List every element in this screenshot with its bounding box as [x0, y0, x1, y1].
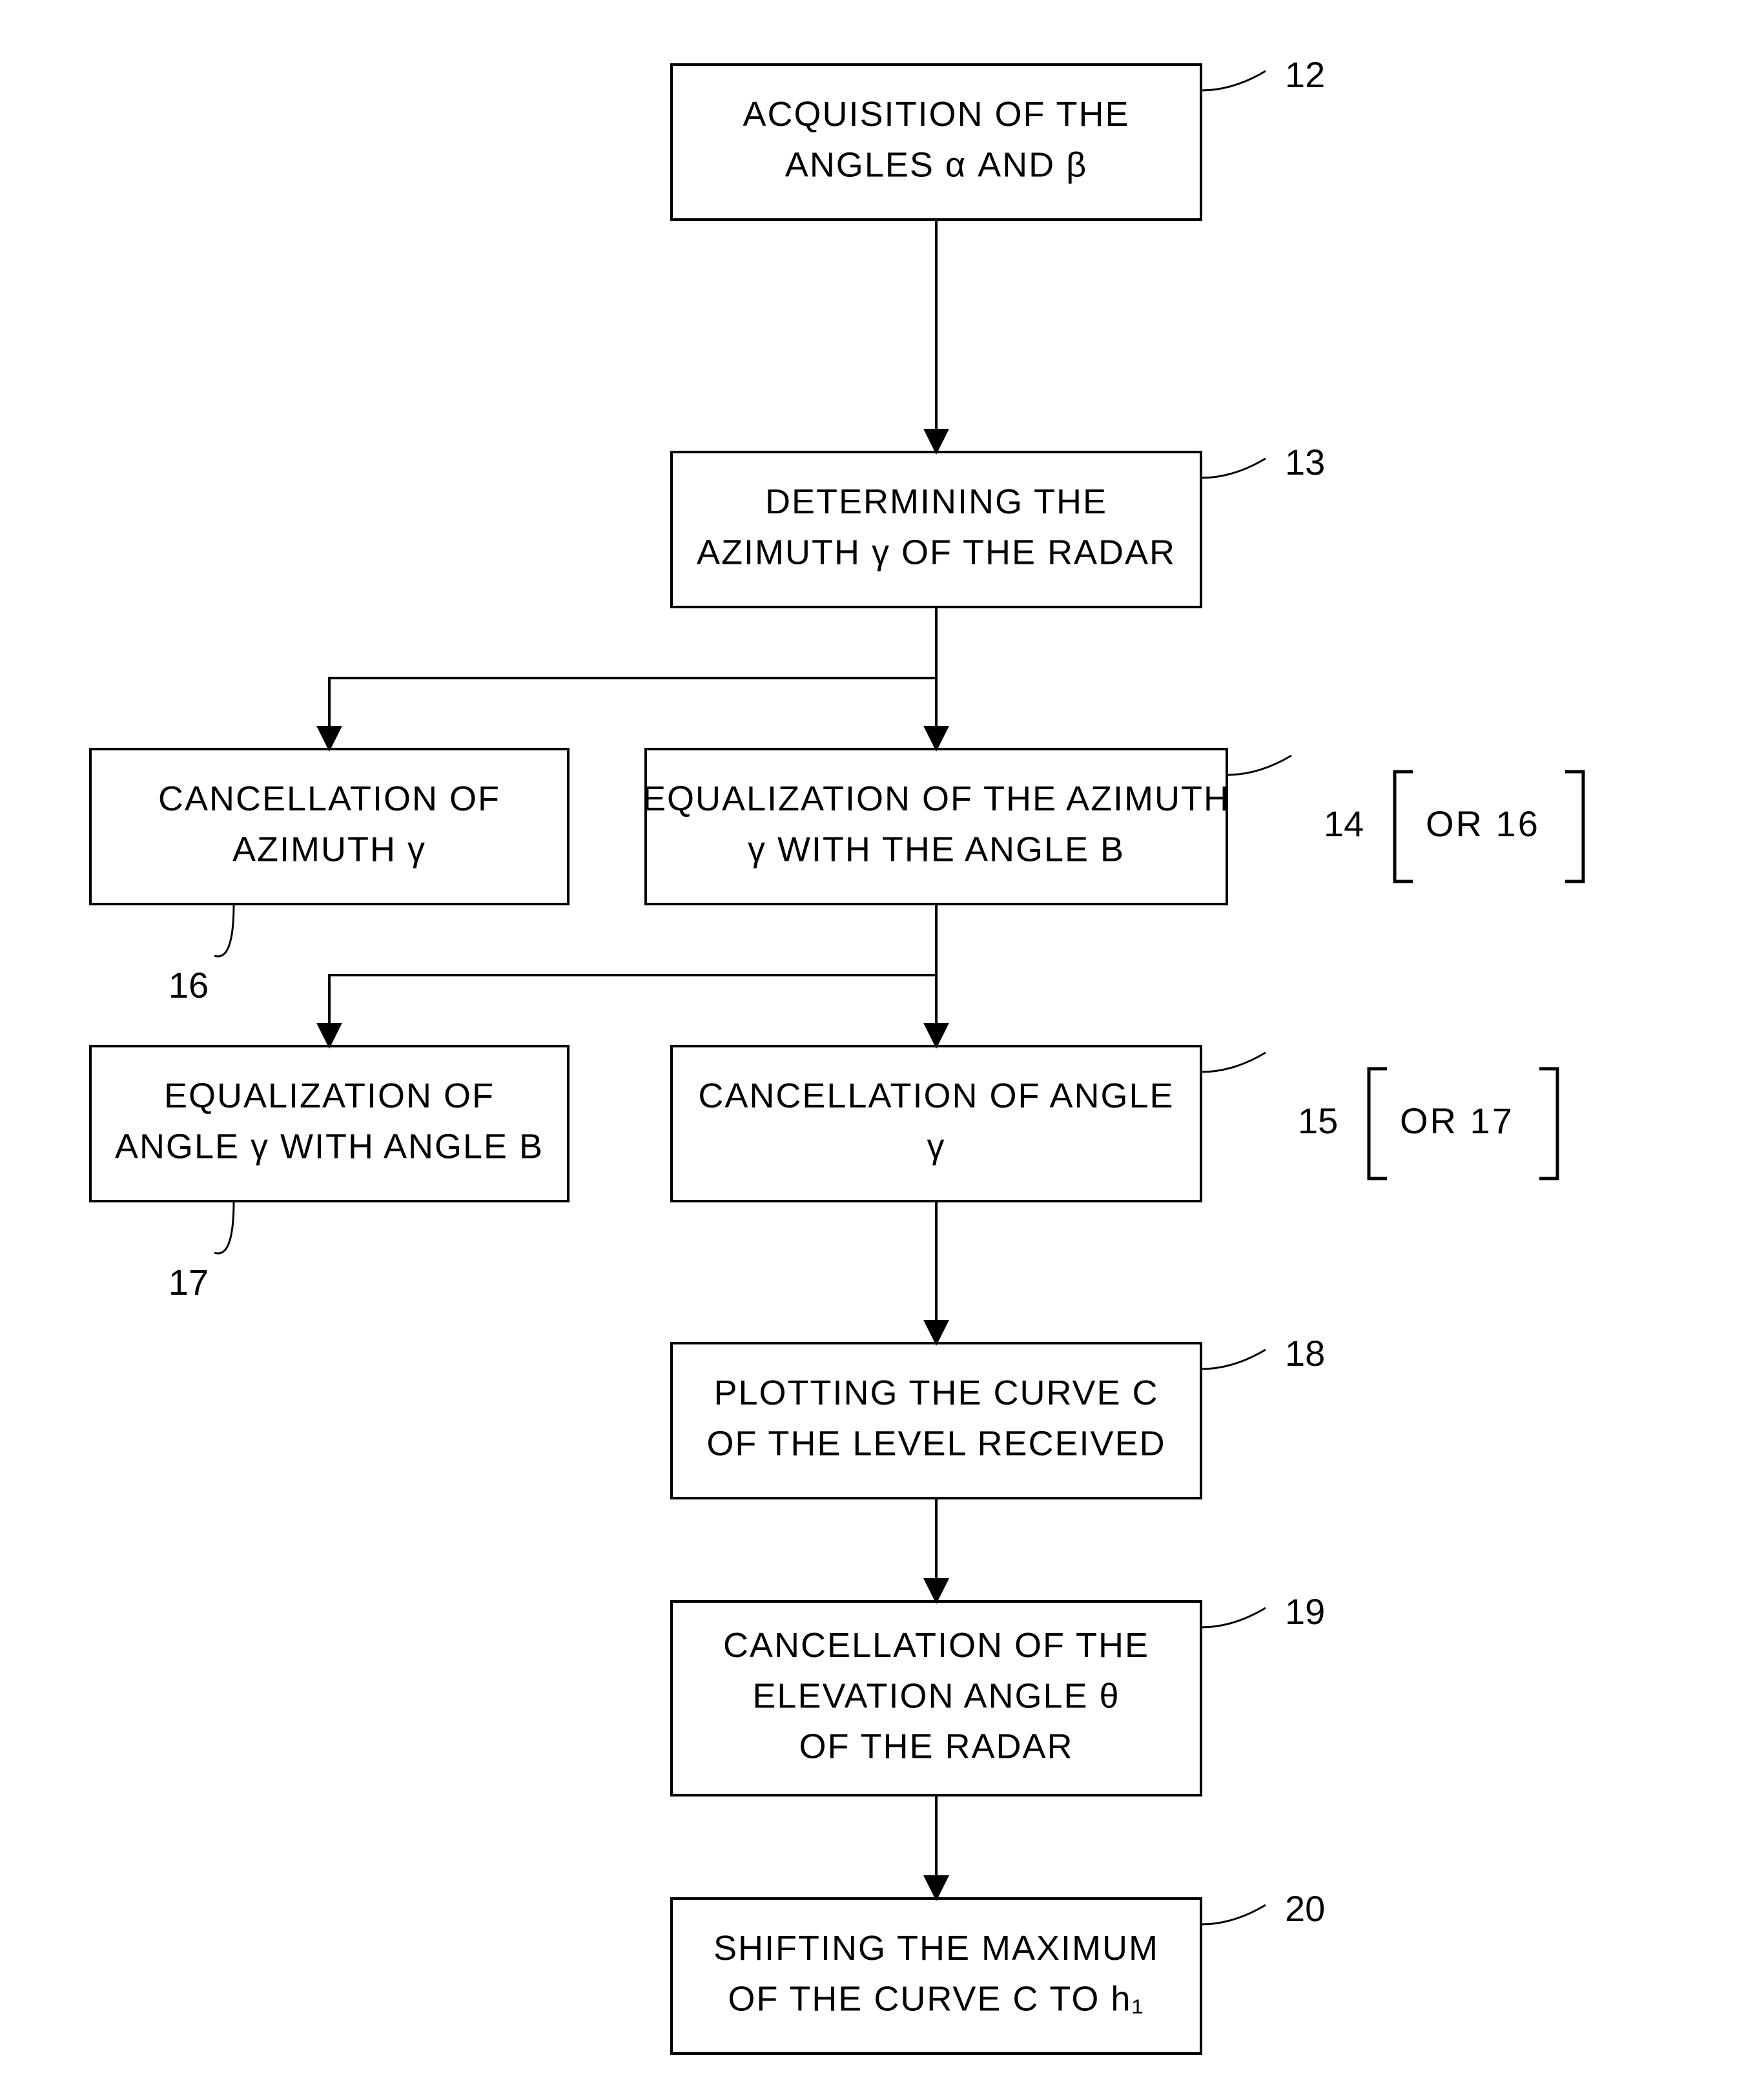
ref-leader [1201, 1608, 1266, 1627]
ref-leader [1201, 1905, 1266, 1924]
ref-label: 19 [1285, 1591, 1325, 1632]
ref-leader [1201, 458, 1266, 478]
flow-node-19: CANCELLATION OF THE ELEVATION ANGLE θ OF T… [672, 1591, 1325, 1795]
flow-node-text: CANCELLATION OF THE [723, 1626, 1149, 1665]
flow-node-17: EQUALIZATION OF ANGLE γ WITH ANGLE B 17 [90, 1046, 568, 1302]
flow-node-text: EQUALIZATION OF [164, 1076, 495, 1115]
ref-side-text: OR 17 [1400, 1100, 1514, 1141]
flow-node-text: OF THE LEVEL RECEIVED [706, 1424, 1165, 1463]
ref-label: 18 [1285, 1333, 1325, 1374]
bracket-left [1369, 1069, 1387, 1179]
flow-node-text: CANCELLATION OF ANGLE [698, 1076, 1174, 1115]
ref-label: 14 [1324, 803, 1364, 844]
flow-node-text: OF THE CURVE C TO h₁ [728, 1979, 1144, 2018]
bracket-right [1539, 1069, 1557, 1179]
flow-branch [329, 678, 936, 749]
ref-label: 15 [1298, 1100, 1338, 1141]
ref-leader [1201, 1350, 1266, 1369]
flow-node-15: CANCELLATION OF ANGLE γ 15 OR 17 [672, 1046, 1557, 1201]
flow-node-18: PLOTTING THE CURVE C OF THE LEVEL RECEIVE… [672, 1333, 1325, 1498]
flow-node-text: γ [927, 1127, 946, 1166]
flow-node-text: ACQUISITION OF THE [743, 95, 1129, 134]
flow-node-text: SHIFTING THE MAXIMUM [713, 1929, 1159, 1968]
flow-node-text: ANGLE γ WITH ANGLE B [115, 1127, 544, 1166]
ref-leader [214, 1201, 234, 1253]
ref-label: 12 [1285, 54, 1325, 95]
ref-leader [1227, 756, 1291, 775]
flow-node-text: PLOTTING THE CURVE C [713, 1374, 1158, 1412]
flow-node-text: ANGLES α AND β [785, 145, 1087, 184]
ref-label: 13 [1285, 442, 1325, 482]
flow-branch [329, 975, 936, 1046]
flow-node-12: ACQUISITION OF THE ANGLES α AND β 12 [672, 54, 1325, 220]
ref-label: 17 [169, 1262, 209, 1302]
ref-label: 20 [1285, 1888, 1325, 1929]
flow-node-16: CANCELLATION OF AZIMUTH γ 16 [90, 749, 568, 1005]
flow-node-20: SHIFTING THE MAXIMUM OF THE CURVE C TO h₁… [672, 1888, 1325, 2054]
bracket-right [1565, 772, 1583, 881]
flow-node-text: AZIMUTH γ OF THE RADAR [697, 533, 1176, 571]
flow-node-text: EQUALIZATION OF THE AZIMUTH [642, 779, 1230, 818]
flow-node-text: AZIMUTH γ [232, 830, 426, 869]
flow-node-text: OF THE RADAR [799, 1727, 1073, 1766]
ref-side-text: OR 16 [1426, 803, 1540, 844]
ref-leader [214, 904, 234, 956]
bracket-left [1395, 772, 1413, 881]
flow-node-14: EQUALIZATION OF THE AZIMUTH γ WITH THE AN… [642, 749, 1583, 904]
flow-node-text: γ WITH THE ANGLE B [748, 830, 1125, 869]
ref-leader [1201, 71, 1266, 90]
flow-node-text: DETERMINING THE [765, 482, 1107, 521]
flow-node-text: ELEVATION ANGLE θ [752, 1676, 1120, 1715]
ref-label: 16 [169, 965, 209, 1005]
flow-node-13: DETERMINING THE AZIMUTH γ OF THE RADAR 13 [672, 442, 1325, 607]
ref-leader [1201, 1053, 1266, 1072]
flow-node-text: CANCELLATION OF [158, 779, 500, 818]
